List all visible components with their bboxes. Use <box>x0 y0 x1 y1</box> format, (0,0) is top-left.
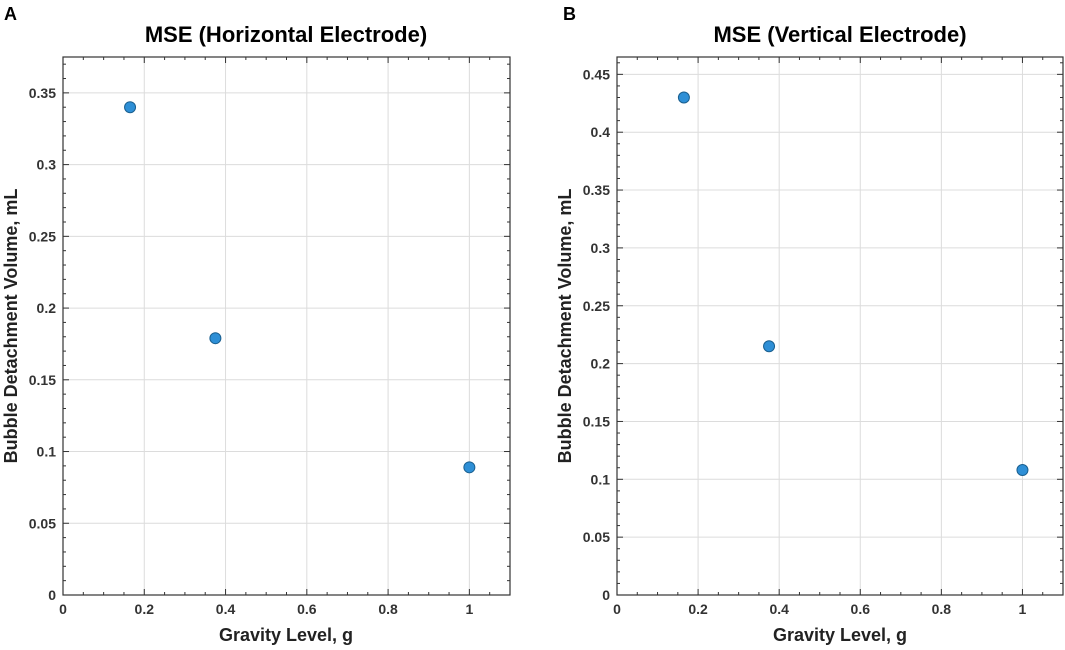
panel-b-y-tick-label: 0.3 <box>591 240 611 256</box>
panel-b-grid <box>617 57 1063 595</box>
panel-a-data-point <box>209 332 222 345</box>
panel-a-x-tick-labels: 0 0.2 0.4 0.6 0.8 1 <box>59 601 473 617</box>
panel-a-y-tick-label: 0.1 <box>37 444 57 460</box>
panel-b-data-point <box>763 340 776 353</box>
panel-b-axes-box <box>616 56 1064 596</box>
panel-a-x-tick-label: 0.8 <box>378 601 398 617</box>
panel-b-title: MSE (Vertical Electrode) <box>713 22 966 47</box>
panel-a-x-tick-label: 0.4 <box>216 601 236 617</box>
panel-b-y-tick-label: 0.2 <box>591 356 611 372</box>
panel-b-data-point <box>677 91 690 104</box>
panel-a-y-tick-label: 0.25 <box>29 228 56 244</box>
panel-b-x-tick-labels: 0 0.2 0.4 0.6 0.8 1 <box>613 601 1026 617</box>
panel-a-y-tick-label: 0.15 <box>29 372 56 388</box>
panel-b-points <box>677 91 1029 477</box>
panel-b-x-tick-label: 0 <box>613 601 621 617</box>
panel-b: B MSE (Vertical Electrode) 0 0.2 0.4 0.6 0.8… <box>555 4 1064 645</box>
panel-b-x-axis-label: Gravity Level, g <box>773 625 907 645</box>
panel-a-y-tick-label: 0 <box>48 587 56 603</box>
panel-a-x-tick-label: 0.2 <box>135 601 155 617</box>
panel-b-y-tick-label: 0 <box>602 587 610 603</box>
panel-a-title: MSE (Horizontal Electrode) <box>145 22 427 47</box>
panel-a-y-tick-label: 0.2 <box>37 300 57 316</box>
panel-b-y-axis-label: Bubble Detachment Volume, mL <box>555 189 575 464</box>
panel-a-points <box>124 101 476 474</box>
panel-a-y-tick-label: 0.3 <box>37 157 57 173</box>
panel-a-x-tick-label: 1 <box>465 601 473 617</box>
panel-a-data-point <box>463 461 476 474</box>
panel-a-x-tick-label: 0 <box>59 601 67 617</box>
panel-b-x-tick-label: 1 <box>1019 601 1027 617</box>
panel-b-y-tick-label: 0.45 <box>583 66 610 82</box>
panel-b-y-tick-label: 0.4 <box>591 124 611 140</box>
panel-b-x-tick-label: 0.6 <box>851 601 871 617</box>
panel-b-y-tick-label: 0.15 <box>583 413 610 429</box>
panel-a-x-axis-label: Gravity Level, g <box>219 625 353 645</box>
panel-b-y-tick-label: 0.35 <box>583 182 610 198</box>
panel-b-y-tick-label: 0.25 <box>583 298 610 314</box>
panel-b-x-tick-label: 0.8 <box>932 601 952 617</box>
panel-a-axes-box <box>62 56 511 596</box>
panel-a: A MSE (Horizontal Electrode) 0 0.2 0.4 0.6 0… <box>1 4 511 645</box>
panel-a-y-tick-label: 0.05 <box>29 515 56 531</box>
panel-a-letter: A <box>4 4 17 24</box>
panel-a-grid <box>63 57 510 595</box>
panel-a-data-point <box>124 101 137 114</box>
panel-a-y-tick-labels: 0 0.05 0.1 0.15 0.2 0.25 0.3 0.35 <box>29 85 56 603</box>
panel-b-data-point <box>1016 464 1029 477</box>
panel-a-x-tick-label: 0.6 <box>297 601 317 617</box>
panel-b-y-tick-label: 0.05 <box>583 529 610 545</box>
panel-a-y-tick-label: 0.35 <box>29 85 56 101</box>
panel-a-ticks <box>62 57 510 596</box>
panel-b-letter: B <box>563 4 576 24</box>
panel-b-x-tick-label: 0.4 <box>769 601 789 617</box>
panel-b-x-tick-label: 0.2 <box>688 601 708 617</box>
panel-b-y-tick-labels: 0 0.05 0.1 0.15 0.2 0.25 0.3 0.35 0.4 0.45 <box>583 66 610 603</box>
panel-a-y-axis-label: Bubble Detachment Volume, mL <box>1 189 21 464</box>
panel-b-y-tick-label: 0.1 <box>591 471 611 487</box>
panel-b-ticks <box>616 57 1063 596</box>
